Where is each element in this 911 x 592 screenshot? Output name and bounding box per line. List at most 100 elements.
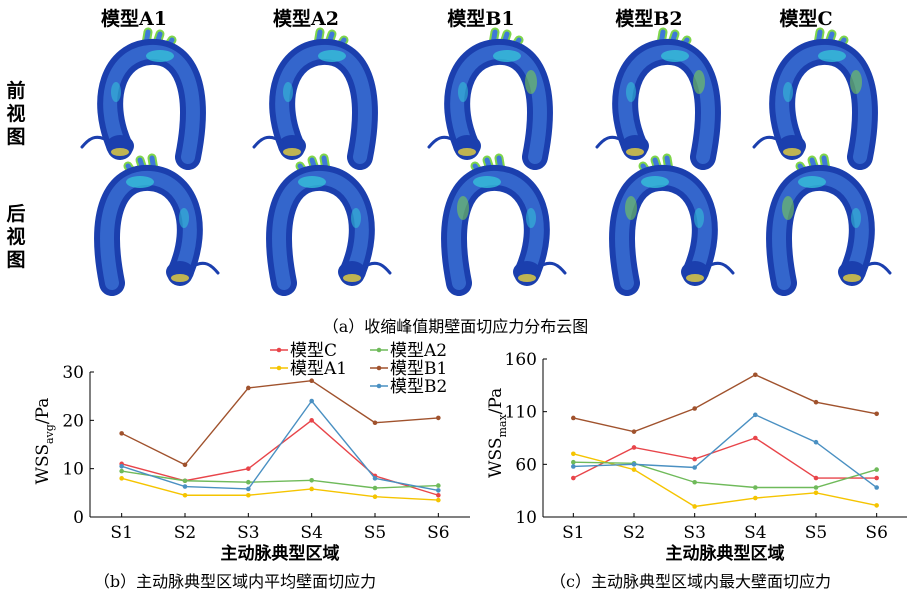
y-axis-label: WSSavg/Pa	[33, 398, 56, 485]
data-point	[246, 492, 251, 498]
data-point	[571, 475, 576, 481]
data-point	[874, 485, 879, 490]
aorta-rendering	[247, 153, 397, 303]
x-axis-label: 主动脉典型区域	[221, 543, 340, 564]
data-point	[692, 504, 697, 509]
data-point	[372, 485, 378, 491]
x-tick-label: S3	[683, 523, 705, 543]
series-line	[573, 374, 877, 433]
data-point	[631, 462, 637, 467]
data-point	[182, 462, 188, 468]
legend-label: 模型C	[290, 341, 337, 361]
data-point	[571, 464, 576, 469]
model-header-a2: 模型A2	[273, 8, 339, 30]
data-point	[372, 494, 378, 499]
data-point	[753, 435, 758, 441]
data-point	[182, 478, 188, 484]
legend-marker	[376, 383, 382, 389]
x-axis-label: 主动脉典型区域	[666, 543, 785, 564]
x-tick-label: S6	[865, 523, 887, 543]
data-point	[692, 406, 697, 411]
x-tick-label: S1	[562, 523, 584, 543]
data-point	[692, 456, 697, 462]
row-label-front: 前视图	[6, 80, 26, 148]
aorta-rendering	[747, 27, 897, 177]
series-line	[573, 414, 878, 489]
data-point	[813, 439, 819, 445]
series-line	[121, 470, 439, 489]
data-point	[309, 486, 314, 492]
data-point	[436, 488, 441, 493]
legend-marker	[276, 365, 282, 371]
series-line	[573, 437, 877, 479]
model-header-b2: 模型B2	[615, 8, 683, 30]
y-tick-label: 160	[505, 350, 537, 370]
series-line	[573, 461, 877, 489]
model-header-b1: 模型B1	[447, 8, 515, 30]
data-point	[119, 463, 124, 469]
data-point	[571, 451, 576, 457]
data-point	[874, 503, 879, 508]
legend-label: 模型B1	[390, 359, 447, 379]
y-tick-label: 20	[62, 411, 84, 431]
x-tick-label: S5	[364, 523, 386, 543]
data-point	[631, 445, 637, 450]
data-point	[119, 431, 124, 436]
x-tick-label: S2	[174, 523, 196, 543]
caption-c: （c）主动脉典型区域内最大壁面切应力	[550, 572, 831, 591]
legend-label: 模型A1	[290, 359, 347, 379]
aorta-rendering	[747, 153, 897, 303]
x-tick-label: S1	[110, 523, 132, 543]
data-point	[436, 483, 441, 488]
caption-a: （a）收缩峰值期壁面切应力分布云图	[322, 317, 589, 336]
x-tick-label: S3	[237, 523, 259, 543]
x-tick-label: S2	[623, 523, 645, 543]
model-header-c: 模型C	[779, 8, 833, 30]
aorta-rendering	[75, 27, 225, 177]
data-point	[182, 484, 188, 489]
series-line	[573, 453, 877, 508]
data-point	[813, 475, 819, 481]
data-point	[874, 411, 879, 417]
data-point	[246, 486, 251, 492]
data-point	[246, 479, 251, 485]
series-line	[121, 379, 439, 466]
data-point	[813, 399, 819, 405]
x-tick-label: S6	[427, 523, 449, 543]
data-point	[571, 415, 576, 421]
series-line	[121, 477, 439, 501]
y-tick-label: 0	[73, 508, 84, 528]
data-point	[753, 412, 758, 418]
data-point	[692, 465, 697, 470]
series-line	[121, 399, 439, 492]
y-axis-label: WSSmax/Pa	[486, 388, 509, 478]
data-point	[309, 398, 314, 404]
x-tick-label: S4	[744, 523, 766, 543]
aorta-rendering	[590, 27, 740, 177]
data-point	[436, 492, 441, 498]
data-point	[753, 485, 758, 490]
data-point	[119, 468, 124, 474]
x-tick-label: S5	[805, 523, 827, 543]
row-label-back: 后视图	[6, 203, 26, 271]
data-point	[571, 459, 576, 465]
data-point	[309, 378, 314, 383]
aorta-rendering	[590, 153, 740, 303]
data-point	[813, 490, 819, 496]
data-point	[631, 429, 637, 434]
data-point	[436, 415, 441, 421]
data-point	[813, 485, 819, 490]
aorta-rendering	[422, 153, 572, 303]
data-point	[309, 477, 314, 483]
legend-marker	[276, 347, 282, 353]
y-tick-label: 10	[515, 508, 537, 528]
series-line	[121, 419, 439, 496]
model-header-a1: 模型A1	[101, 8, 167, 30]
legend-label: 模型A2	[390, 341, 447, 361]
data-point	[874, 467, 879, 472]
chart-max-wss: 10 60 110 160 S1 S2 S3 S4 S5 S6 主动脉典型区域 WSSmax/Pa	[486, 350, 907, 564]
data-point	[631, 467, 637, 472]
data-point	[372, 476, 378, 481]
data-point	[753, 495, 758, 501]
